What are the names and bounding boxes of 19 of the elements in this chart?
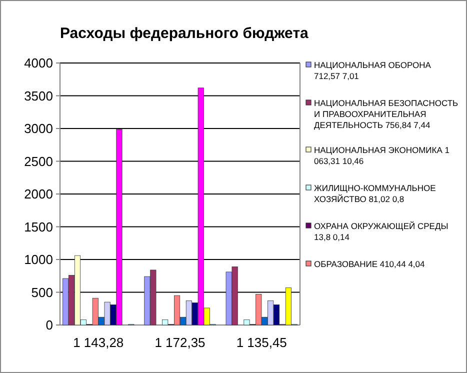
y-tick-label: 2500 xyxy=(24,154,53,169)
x-tick-label: 1 135,45 xyxy=(236,335,287,350)
x-tick-label: 1 143,28 xyxy=(73,335,124,350)
legend-label: ЖИЛИЩНО-КОММУНАЛЬНОЕ ХОЗЯЙСТВО 81,02 0,8 xyxy=(314,183,436,204)
y-tick-label: 3500 xyxy=(24,88,53,104)
legend-label: НАЦИОНАЛЬНАЯ БЕЗОПАСНОСТЬ И ПРАВООХРАНИТЕЛЬНАЯ ДЕЯТЕЛЬНОСТЬ 756,84 7,44 xyxy=(314,98,459,130)
x-tick-label: 1 172,35 xyxy=(154,335,206,350)
legend-label: ОХРАНА ОКРУЖАЮЩЕЙ СРЕДЫ 13,8 0,14 xyxy=(314,221,448,242)
y-tick-label: 500 xyxy=(31,284,53,300)
legend-label: НАЦИОНАЛЬНАЯ ЭКОНОМИКА 1 063,31 10,46 xyxy=(314,145,450,166)
legend-label: ОБРАЗОВАНИЕ 410,44 4,04 xyxy=(314,259,426,269)
y-tick-label: 3000 xyxy=(24,121,53,136)
y-tick-label: 1500 xyxy=(24,219,53,234)
chart-title: Расходы федерального бюджета xyxy=(60,25,310,42)
y-tick-label: 4000 xyxy=(24,56,53,71)
y-tick-label: 1000 xyxy=(24,252,53,268)
y-tick-label: 0 xyxy=(46,318,53,333)
legend-label: НАЦИОНАЛЬНАЯ ОБОРОНА 712,57 7,01 xyxy=(314,60,432,81)
y-tick-label: 2000 xyxy=(24,186,53,202)
